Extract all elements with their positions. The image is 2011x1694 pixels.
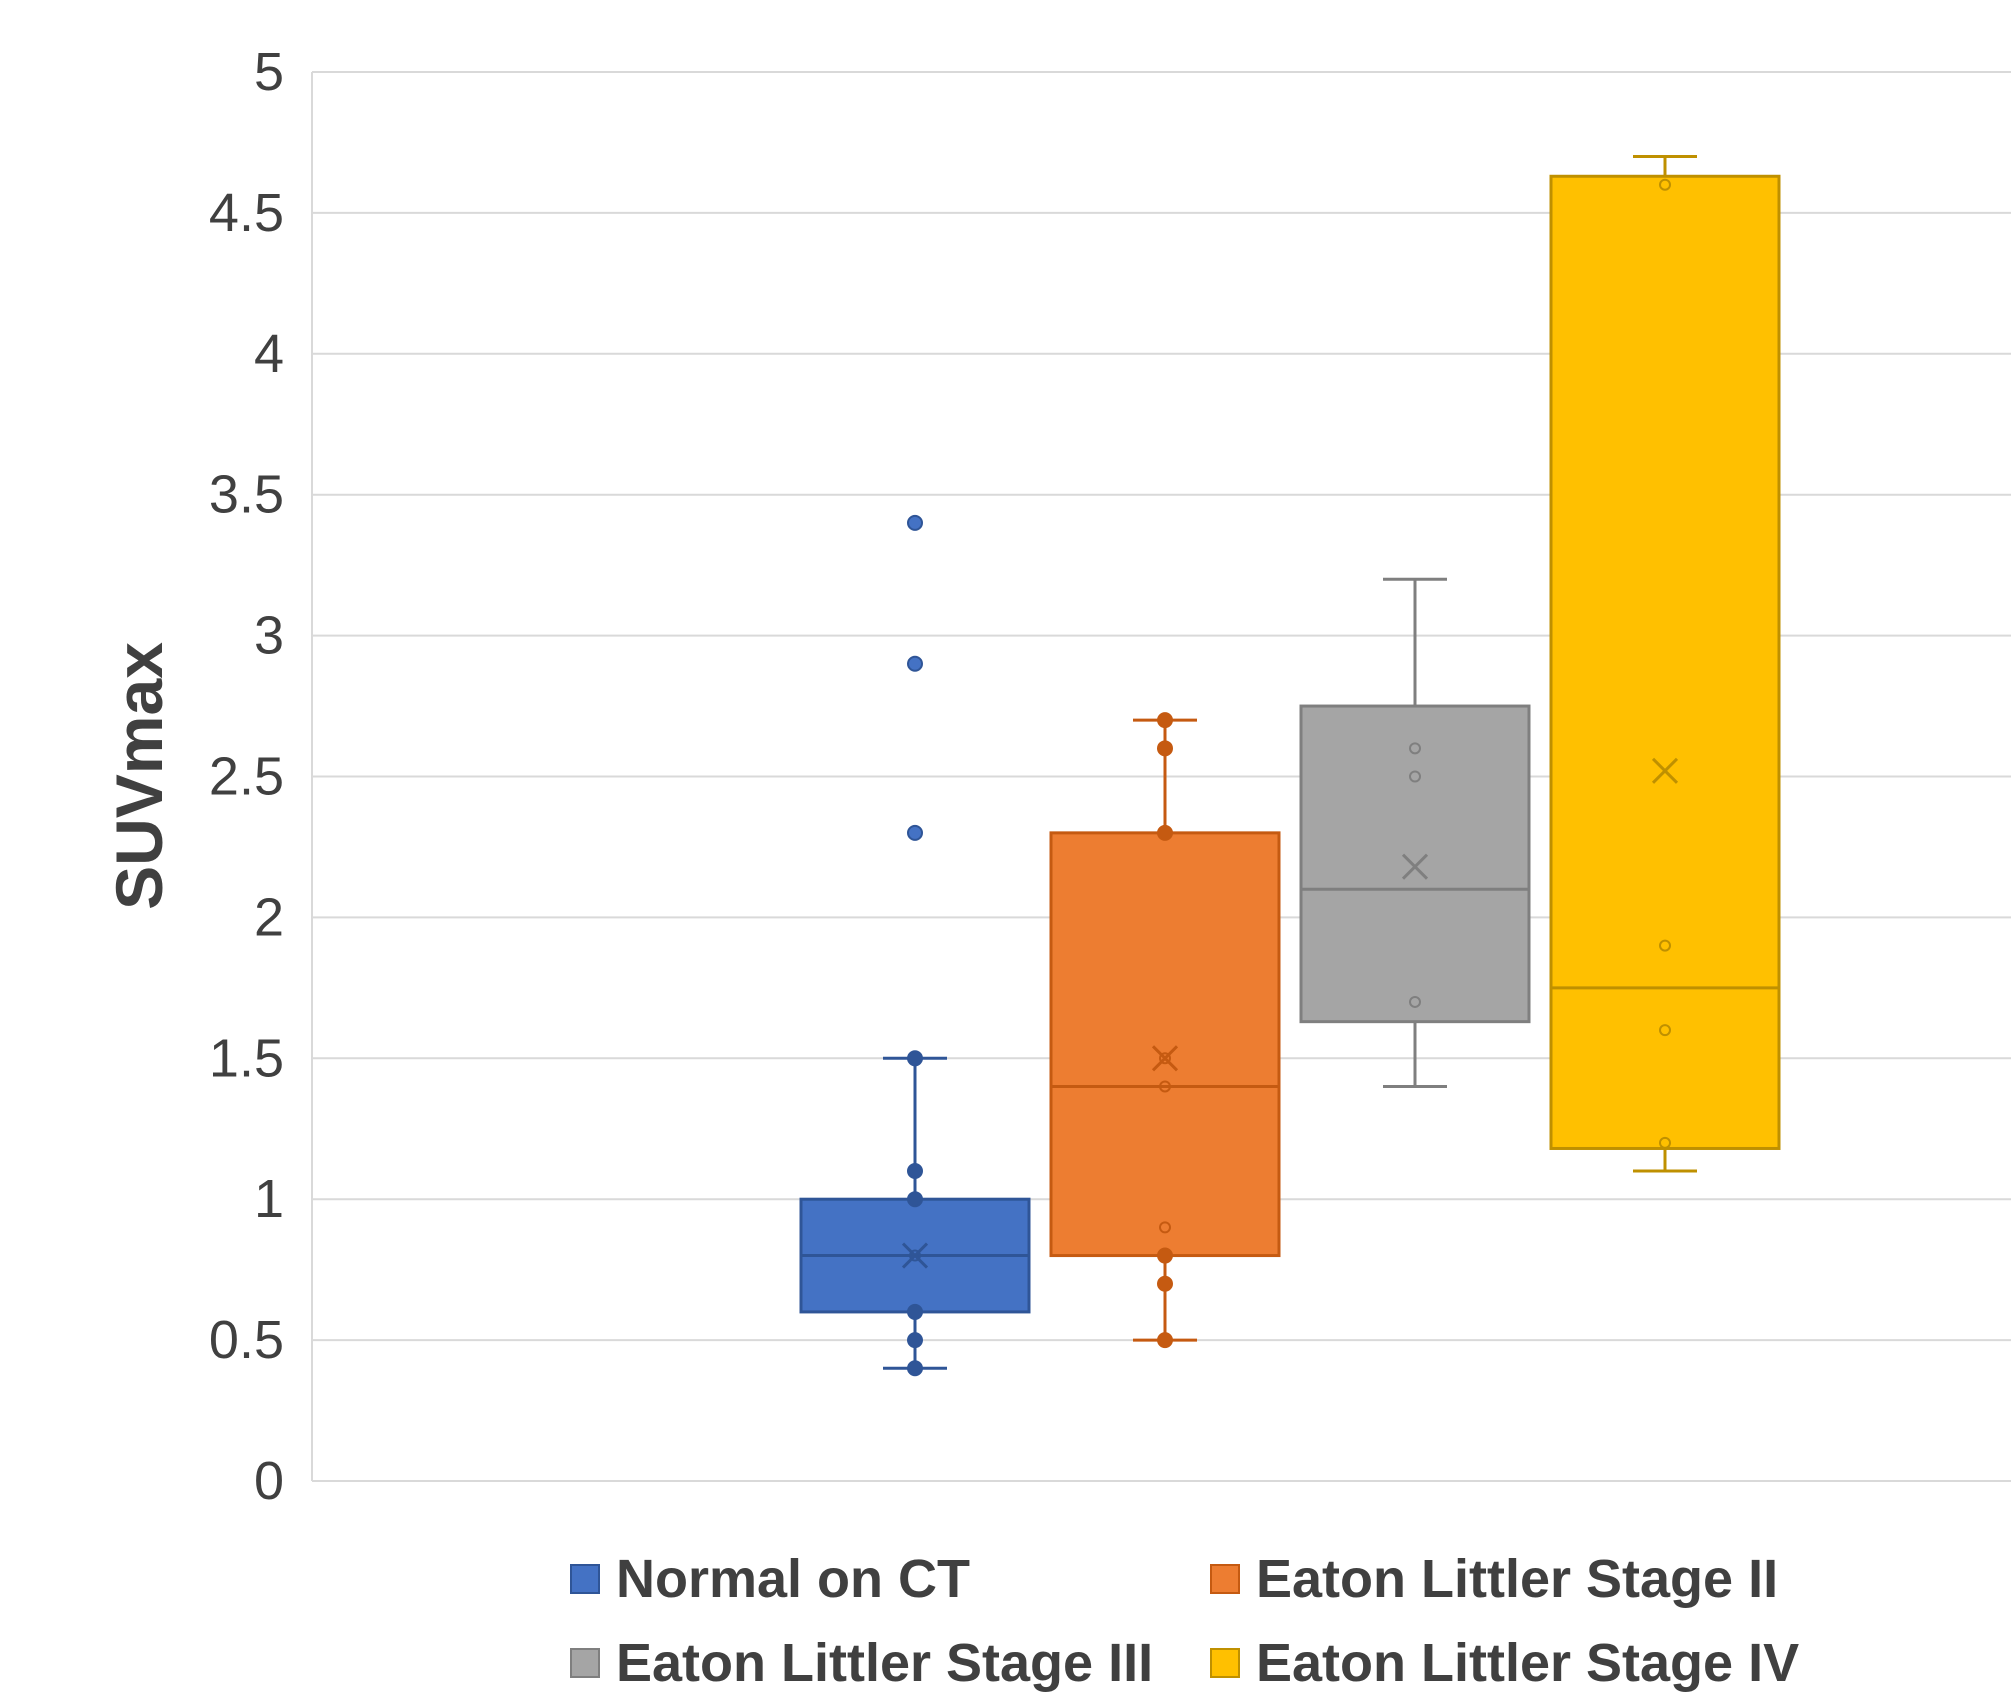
data-point [907,1050,923,1067]
outlier-point [907,824,923,841]
data-point [1409,770,1421,783]
data-point [1409,742,1421,755]
data-point [1157,824,1173,841]
data-point [1157,1332,1173,1349]
data-point [909,1249,921,1262]
data-point [1159,1052,1171,1065]
box-group-1 [799,514,1031,1377]
box-group-3 [1299,577,1531,1088]
legend-item-normal-on-ct: Normal on CT [570,1548,970,1610]
legend-swatch [1210,1648,1240,1678]
y-tick-label: 1.5 [209,1028,284,1088]
data-point [907,1163,923,1180]
mean-marker [1401,853,1429,880]
legend-swatch [1210,1564,1240,1594]
y-tick-label: 5 [254,42,284,102]
legend-label: Eaton Littler Stage III [616,1633,1154,1693]
outlier-point [907,655,923,672]
legend-item-stage-ii: Eaton Littler Stage II [1210,1548,1778,1610]
data-point [1157,1275,1173,1292]
legend-swatch [570,1648,600,1678]
y-tick-label: 4 [254,324,284,384]
data-point [1159,1221,1171,1234]
data-point [907,1303,923,1320]
data-point [907,1360,923,1377]
data-point [1659,1136,1671,1149]
y-tick-label: 0 [254,1451,284,1511]
data-point [1157,740,1173,757]
y-axis-ticks: 0 0.5 1 1.5 2 2.5 3 3.5 4 4.5 5 [209,42,284,1511]
legend-label: Eaton Littler Stage IV [1256,1633,1800,1693]
iqr-box [1549,174,1781,1150]
legend-label: Normal on CT [616,1549,971,1609]
legend-label: Eaton Littler Stage II [1256,1549,1779,1609]
legend-swatch [570,1564,600,1594]
data-point [1659,939,1671,952]
data-point [1157,1247,1173,1264]
data-point [1409,995,1421,1008]
mean-marker [1651,757,1679,784]
mean-marker [1151,1045,1179,1072]
data-point [1659,1024,1671,1037]
iqr-box [1299,704,1531,1024]
box-group-2 [1049,712,1281,1349]
y-axis-title: SUVmax [102,642,176,910]
legend-item-stage-iv: Eaton Littler Stage IV [1210,1632,1799,1694]
y-tick-label: 4.5 [209,183,284,243]
data-point [907,1332,923,1349]
y-tick-label: 3.5 [209,465,284,525]
mean-marker [901,1242,929,1269]
outlier-point [907,514,923,531]
iqr-box [1049,831,1281,1258]
data-point [1659,178,1671,191]
y-tick-label: 2.5 [209,747,284,807]
box-group-4 [1549,155,1781,1173]
data-point [907,1191,923,1208]
legend-item-stage-iii: Eaton Littler Stage III [570,1632,1153,1694]
data-point [1157,712,1173,729]
data-point [1159,1080,1171,1093]
y-tick-label: 0.5 [209,1310,284,1370]
y-tick-label: 3 [254,606,284,666]
y-tick-label: 1 [254,1169,284,1229]
y-tick-label: 2 [254,887,284,947]
box-series [799,155,1781,1377]
